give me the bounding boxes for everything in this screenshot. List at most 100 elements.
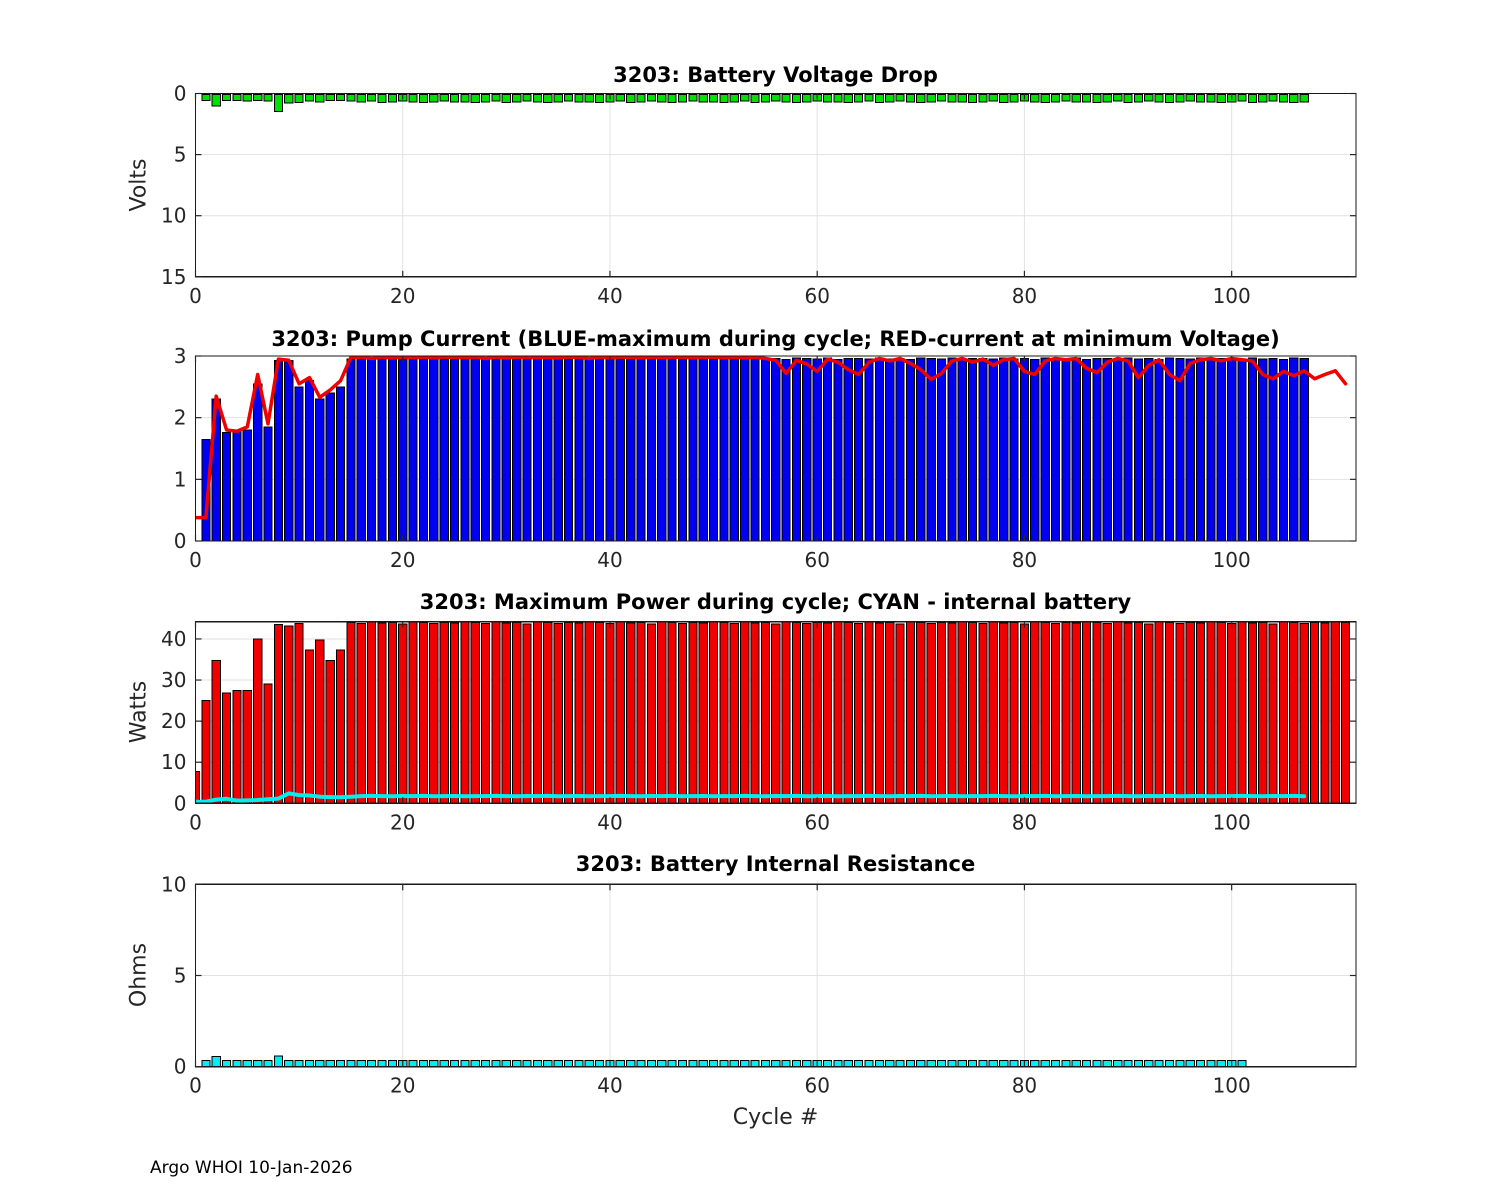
bar bbox=[1216, 94, 1226, 103]
bar bbox=[273, 94, 283, 113]
bar bbox=[1071, 622, 1081, 804]
bar bbox=[501, 94, 511, 103]
bar bbox=[750, 357, 760, 541]
bar bbox=[833, 94, 843, 103]
bar bbox=[1154, 621, 1164, 804]
bar bbox=[636, 1060, 646, 1067]
bar bbox=[1196, 357, 1206, 541]
x-tick-label: 100 bbox=[1213, 284, 1251, 308]
bar bbox=[284, 1059, 294, 1067]
bar bbox=[999, 94, 1009, 103]
bar bbox=[377, 622, 387, 804]
bar bbox=[688, 94, 698, 102]
bar bbox=[854, 1060, 864, 1067]
bar bbox=[791, 94, 802, 103]
bar bbox=[1009, 622, 1019, 804]
bar bbox=[429, 94, 439, 103]
x-tick-label: 20 bbox=[390, 1074, 415, 1098]
bar bbox=[195, 770, 201, 804]
bar bbox=[1268, 94, 1278, 102]
bar bbox=[1206, 1060, 1216, 1067]
bar bbox=[1133, 622, 1144, 804]
bar bbox=[999, 357, 1009, 541]
bar bbox=[1299, 358, 1309, 541]
bar bbox=[1299, 622, 1309, 804]
bar bbox=[315, 1060, 325, 1067]
bar bbox=[1123, 622, 1133, 804]
plot-battery-internal-resistance: 0 20 40 60 80 100 0 5 10 bbox=[161, 872, 1357, 1098]
bar bbox=[1237, 621, 1247, 804]
bar bbox=[232, 430, 242, 541]
bar bbox=[242, 94, 252, 102]
bar bbox=[304, 380, 315, 541]
bar bbox=[1175, 94, 1185, 103]
bar bbox=[418, 1060, 429, 1067]
bar bbox=[823, 622, 833, 804]
bar bbox=[1019, 358, 1029, 541]
bar bbox=[449, 1060, 460, 1067]
bar bbox=[1144, 623, 1154, 804]
bar bbox=[1258, 94, 1268, 103]
bar bbox=[1123, 94, 1133, 103]
bar bbox=[377, 357, 387, 541]
plot-data bbox=[201, 94, 1309, 113]
bar bbox=[677, 622, 688, 804]
x-tick-label: 100 bbox=[1213, 548, 1251, 572]
bar bbox=[211, 94, 221, 107]
x-tick-label: 0 bbox=[189, 548, 202, 572]
x-tick-label: 80 bbox=[1012, 548, 1037, 572]
bar bbox=[449, 357, 460, 541]
bar bbox=[315, 94, 325, 103]
bar bbox=[398, 623, 408, 804]
bar bbox=[926, 94, 936, 103]
bar bbox=[429, 358, 439, 541]
bar bbox=[968, 1060, 978, 1067]
bar bbox=[1196, 1060, 1206, 1067]
plot-background bbox=[195, 93, 1356, 277]
bar bbox=[439, 358, 449, 541]
bar bbox=[1030, 621, 1040, 804]
bar bbox=[1040, 622, 1050, 804]
bar bbox=[232, 94, 242, 101]
bar bbox=[750, 622, 760, 804]
bar bbox=[315, 398, 325, 541]
bar bbox=[1196, 622, 1206, 804]
bar bbox=[626, 357, 636, 541]
bar bbox=[1175, 622, 1185, 804]
bar bbox=[1258, 622, 1268, 804]
bar bbox=[553, 94, 563, 103]
plot-battery-voltage-drop: 0 20 40 60 80 100 0 5 10 15 bbox=[161, 82, 1357, 308]
bar bbox=[273, 624, 283, 804]
bar bbox=[646, 1060, 656, 1067]
plot-pump-current: 0 20 40 60 80 100 0 1 2 3 bbox=[174, 344, 1357, 572]
bar bbox=[294, 94, 304, 103]
bar bbox=[1092, 1060, 1102, 1067]
bar bbox=[874, 622, 884, 804]
bar bbox=[729, 358, 739, 541]
y-tick-label: 3 bbox=[174, 344, 187, 368]
bar bbox=[1247, 622, 1258, 804]
bar bbox=[543, 94, 553, 103]
bar bbox=[1247, 357, 1258, 541]
bar bbox=[1040, 357, 1050, 541]
bar bbox=[491, 621, 501, 804]
bar bbox=[936, 94, 947, 102]
bar bbox=[885, 94, 895, 103]
bar bbox=[947, 357, 957, 541]
bar bbox=[1216, 622, 1226, 804]
plot4-ylabel: Ohms bbox=[126, 942, 152, 1008]
bar bbox=[823, 1060, 833, 1067]
bar bbox=[957, 94, 967, 103]
bar bbox=[1289, 622, 1299, 804]
bar bbox=[802, 358, 812, 541]
bar bbox=[470, 622, 480, 804]
bar bbox=[1206, 359, 1216, 541]
bar bbox=[802, 94, 812, 103]
bar bbox=[222, 94, 232, 101]
bar bbox=[895, 1060, 905, 1067]
y-tick-label: 20 bbox=[161, 709, 186, 733]
bar bbox=[346, 622, 356, 804]
bar bbox=[336, 386, 346, 541]
